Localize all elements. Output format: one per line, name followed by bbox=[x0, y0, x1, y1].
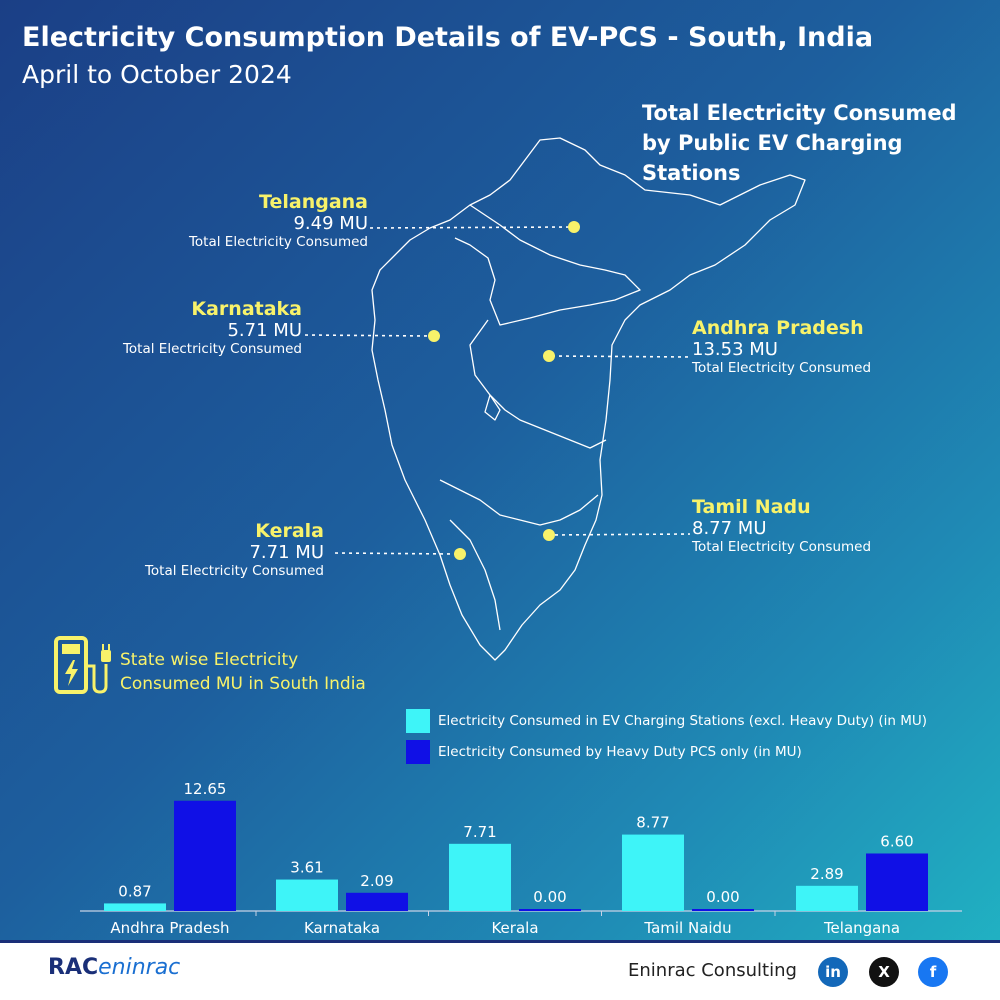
state-caption: Total Electricity Consumed bbox=[122, 340, 302, 357]
state-name: Telangana bbox=[259, 191, 368, 213]
legend-swatch-light bbox=[406, 709, 430, 733]
data-label: 0.87 bbox=[118, 882, 151, 900]
x-tick-label: Karnataka bbox=[304, 919, 380, 937]
legend-label: Electricity Consumed in EV Charging Stat… bbox=[438, 713, 928, 729]
state-label-telangana: Telangana 9.49 MU Total Electricity Cons… bbox=[170, 191, 368, 250]
bar bbox=[276, 879, 338, 911]
data-label: 8.77 bbox=[636, 814, 669, 832]
page-title: Electricity Consumption Details of EV-PC… bbox=[22, 22, 874, 53]
data-label: 0.00 bbox=[706, 888, 739, 906]
state-name: Tamil Nadu bbox=[692, 496, 811, 518]
marker-karnataka bbox=[428, 330, 440, 342]
data-label: 2.89 bbox=[810, 865, 843, 883]
legend-heading: State wise Electricity Consumed MU in So… bbox=[120, 648, 366, 696]
legend-label: Electricity Consumed by Heavy Duty PCS o… bbox=[438, 744, 802, 760]
legend-heading-line1: State wise Electricity bbox=[120, 650, 299, 670]
facebook-icon[interactable]: f bbox=[918, 957, 948, 987]
state-name: Karnataka bbox=[191, 298, 302, 320]
marker-kerala bbox=[454, 548, 466, 560]
x-icon[interactable]: X bbox=[869, 957, 899, 987]
bar bbox=[346, 892, 408, 911]
map-title: Total Electricity Consumed by Public EV … bbox=[642, 101, 957, 185]
data-label: 6.60 bbox=[880, 832, 913, 850]
state-value: 5.71 MU bbox=[227, 319, 302, 341]
state-caption: Total Electricity Consumed bbox=[692, 359, 872, 376]
marker-tn bbox=[543, 529, 555, 541]
border-telangana bbox=[454, 204, 641, 326]
bar bbox=[104, 903, 166, 911]
data-label: 0.00 bbox=[533, 888, 566, 906]
footer-divider bbox=[0, 940, 1000, 943]
bar bbox=[622, 834, 684, 911]
border-ap bbox=[469, 319, 607, 449]
bar bbox=[866, 853, 928, 911]
brand-name: Eninrac Consulting bbox=[628, 960, 797, 981]
state-value: 7.71 MU bbox=[249, 541, 324, 563]
bar bbox=[174, 800, 236, 911]
bar-chart: 0.87 12.65 Andhra Pradesh 3.61 2.09 Karnataka… bbox=[80, 780, 962, 937]
state-value: 8.77 MU bbox=[692, 517, 767, 539]
x-tick-label: Tamil Naidu bbox=[643, 919, 731, 937]
page-subtitle: April to October 2024 bbox=[22, 60, 292, 89]
state-label-kerala: Kerala 7.71 MU Total Electricity Consume… bbox=[120, 520, 324, 579]
x-tick-label: Telangana bbox=[823, 919, 900, 937]
border-tn-inner bbox=[484, 394, 501, 421]
data-label: 12.65 bbox=[184, 780, 227, 798]
legend-heading-line2: Consumed MU in South India bbox=[120, 674, 366, 694]
marker-ap bbox=[543, 350, 555, 362]
legend-item-light: Electricity Consumed in EV Charging Stat… bbox=[406, 709, 927, 733]
logo-mark: RAC bbox=[48, 955, 99, 980]
data-label: 3.61 bbox=[290, 859, 323, 877]
data-label: 2.09 bbox=[360, 872, 393, 890]
state-label-tamil-nadu: Tamil Nadu 8.77 MU Total Electricity Con… bbox=[692, 496, 912, 555]
x-tick-label: Kerala bbox=[491, 919, 538, 937]
state-name: Kerala bbox=[255, 520, 324, 542]
legend-item-heavy: Electricity Consumed by Heavy Duty PCS o… bbox=[406, 740, 802, 764]
ev-charger-icon bbox=[54, 636, 111, 694]
state-name: Andhra Pradesh bbox=[692, 317, 864, 339]
bar bbox=[796, 885, 858, 911]
state-value: 9.49 MU bbox=[293, 212, 368, 234]
border-karnataka bbox=[439, 479, 599, 526]
state-caption: Total Electricity Consumed bbox=[188, 233, 368, 250]
state-caption: Total Electricity Consumed bbox=[144, 562, 324, 579]
bar bbox=[449, 843, 511, 911]
bar bbox=[519, 909, 581, 911]
state-label-andhra-pradesh: Andhra Pradesh 13.53 MU Total Electricit… bbox=[692, 317, 912, 376]
map-outline bbox=[371, 137, 806, 661]
legend-swatch-heavy bbox=[406, 740, 430, 764]
state-caption: Total Electricity Consumed bbox=[692, 538, 872, 555]
south-india-map bbox=[371, 137, 806, 661]
bar bbox=[692, 909, 754, 911]
state-label-karnataka: Karnataka 5.71 MU Total Electricity Cons… bbox=[100, 298, 302, 357]
logo-text: eninrac bbox=[98, 955, 181, 980]
brand-logo: RACeninrac bbox=[48, 955, 180, 980]
linkedin-icon[interactable]: in bbox=[818, 957, 848, 987]
border-kerala bbox=[449, 519, 501, 631]
data-label: 7.71 bbox=[463, 823, 496, 841]
marker-telangana bbox=[568, 221, 580, 233]
state-value: 13.53 MU bbox=[692, 338, 778, 360]
x-tick-label: Andhra Pradesh bbox=[110, 919, 229, 937]
